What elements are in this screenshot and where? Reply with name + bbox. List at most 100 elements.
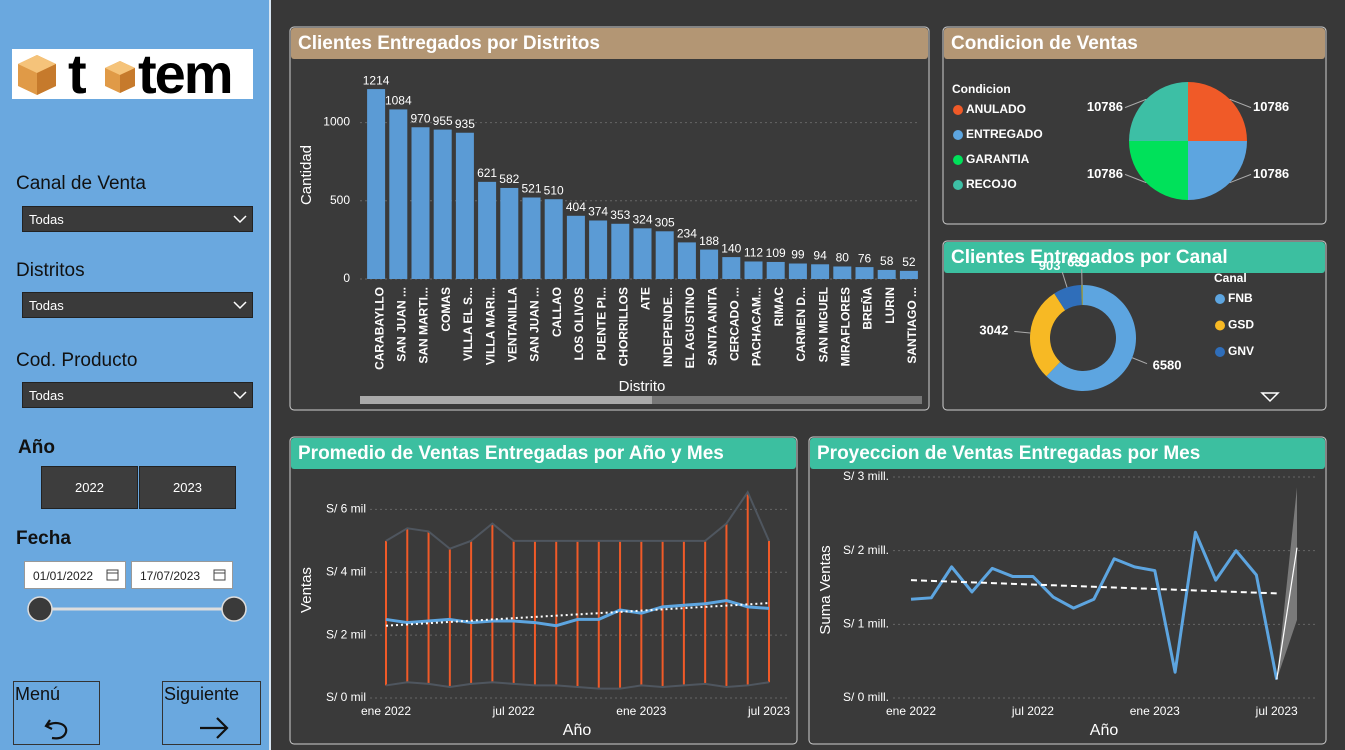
sidebar: t tem Canal de Venta Todas Distritos Tod… (0, 0, 271, 750)
card (289, 436, 798, 745)
data-label: 621 (477, 166, 497, 180)
bar (522, 197, 541, 279)
bar (744, 261, 763, 279)
legend-label: ENTREGADO (966, 127, 1043, 141)
leader-line (1132, 357, 1148, 365)
x-tick-label: LOS OLIVOS (572, 287, 586, 360)
data-label: 109 (766, 246, 786, 260)
y-tick-label: S/ 2 mil (326, 627, 366, 641)
legend-label: GSD (1228, 318, 1254, 332)
x-tick-label: SAN JUAN ... (394, 287, 408, 362)
legend-swatch (1215, 347, 1225, 357)
button-label: Menú (15, 684, 61, 704)
data-label: 6580 (1153, 357, 1182, 372)
leader-line (1014, 330, 1031, 334)
y-axis-label: Suma Ventas (817, 545, 834, 634)
dropdown[interactable]: Todas (22, 382, 253, 408)
calendar-icon (106, 569, 119, 581)
y-tick-label: S/ 4 mil (326, 564, 366, 578)
x-tick-label: VILLA EL S... (461, 287, 475, 361)
data-label: 353 (610, 208, 630, 222)
chart-title: Clientes Entregados por Canal (951, 247, 1228, 268)
logo: t tem (12, 42, 253, 105)
x-tick-label: SAN JUAN ... (528, 287, 542, 362)
x-tick-label: ene 2023 (616, 704, 666, 718)
bar (766, 261, 785, 279)
range-upper (385, 490, 770, 550)
date-value: 17/07/2023 (140, 569, 201, 583)
next-button[interactable]: Siguiente (162, 681, 261, 745)
logo-box (18, 55, 56, 95)
bar (788, 263, 807, 279)
pie-slice (1188, 82, 1247, 141)
date-input[interactable]: 17/07/2023 (131, 561, 233, 589)
leader-line (1229, 173, 1252, 184)
data-label: 140 (721, 241, 741, 255)
x-tick-label: SAN MARTI... (417, 287, 431, 364)
bar (544, 199, 563, 279)
chevron (233, 391, 247, 400)
bar (722, 257, 741, 279)
data-label: 99 (791, 248, 805, 262)
filter-label: Canal de Venta (16, 173, 146, 194)
dropdown[interactable]: Todas (22, 206, 253, 232)
data-label: 955 (433, 114, 453, 128)
data-label: 10786 (1253, 166, 1289, 181)
legend-title: Canal (1214, 271, 1247, 285)
bar (877, 269, 896, 279)
bar (411, 127, 430, 279)
bar (500, 187, 519, 279)
y-tick-label: S/ 0 mill. (843, 690, 889, 704)
scrollbar-thumb (360, 396, 652, 404)
legend-label: ANULADO (966, 102, 1026, 116)
date-label: Fecha (16, 528, 71, 549)
card-header (810, 438, 1325, 469)
chevron (233, 215, 247, 224)
x-tick-label: CERCADO ... (727, 287, 741, 361)
x-tick-label: jul 2023 (1255, 704, 1298, 718)
x-axis-label: Año (563, 722, 592, 739)
data-label: 80 (836, 251, 850, 265)
year-button[interactable]: 2023 (139, 466, 236, 509)
data-label: 582 (499, 172, 519, 186)
card-header (291, 28, 928, 59)
x-tick-label: CALLAO (550, 287, 564, 337)
trend-line (1276, 547, 1298, 680)
date-input[interactable]: 01/01/2022 (24, 561, 126, 589)
data-label: 58 (880, 254, 894, 268)
dropdown-value: Todas (29, 298, 64, 313)
year-button[interactable]: 2022 (41, 466, 138, 509)
legend-swatch (953, 180, 963, 190)
dropdown-value: Todas (29, 212, 64, 227)
logo-text: tem (138, 42, 234, 105)
legend-swatch (953, 105, 963, 115)
pie-slice (1129, 141, 1188, 200)
date-value: 01/01/2022 (33, 569, 94, 583)
x-axis-label: Distrito (619, 378, 666, 395)
data-label: 404 (566, 200, 586, 214)
y-tick-label: S/ 1 mill. (843, 617, 889, 631)
legend-label: RECOJO (966, 177, 1017, 191)
legend-swatch (1215, 320, 1225, 331)
x-tick-label: SANTIAGO ... (905, 287, 919, 364)
dropdown[interactable]: Todas (22, 292, 253, 318)
data-label: 52 (902, 255, 916, 269)
legend-scroll-arrow[interactable] (1260, 392, 1280, 403)
bar (478, 181, 497, 279)
bar (367, 89, 386, 280)
x-tick-label: RIMAC (772, 287, 786, 327)
calendar-icon (213, 569, 226, 581)
bar (433, 129, 452, 279)
data-label: 305 (655, 215, 675, 229)
date-slider[interactable] (26, 595, 250, 625)
card (808, 436, 1327, 745)
x-tick-label: VENTANILLA (505, 287, 519, 362)
x-tick-label: SANTA ANITA (705, 287, 719, 366)
bar (677, 242, 696, 279)
menu-button[interactable]: Menú (13, 681, 100, 745)
bar (833, 266, 852, 279)
x-tick-label: PACHACAM... (750, 287, 764, 366)
bar (566, 215, 585, 279)
